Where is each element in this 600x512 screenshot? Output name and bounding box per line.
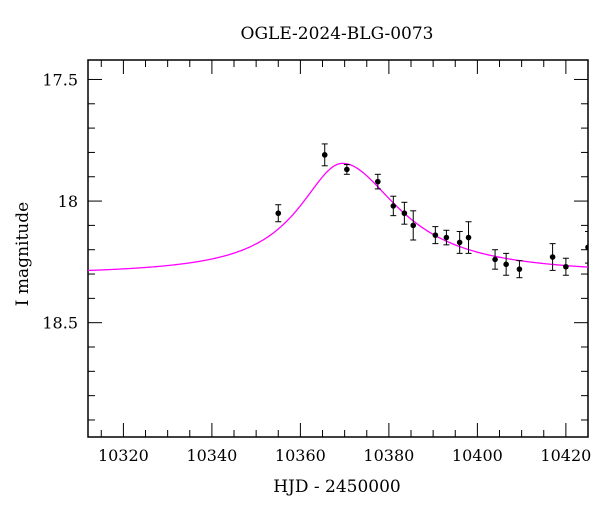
- point-marker: [443, 234, 450, 241]
- point-marker: [563, 263, 569, 270]
- y-tick-label: 17.5: [42, 70, 78, 89]
- y-tick-label: 18: [58, 192, 78, 211]
- point-marker: [585, 244, 588, 251]
- x-tick-label: 10400: [452, 446, 503, 465]
- data-point: [390, 195, 397, 217]
- point-marker: [321, 152, 328, 158]
- point-marker: [344, 166, 350, 173]
- point-marker: [465, 234, 472, 241]
- data-point: [432, 226, 439, 245]
- ticks-layer: 10320 10340 10360 10380 10400 10420 17.5 18 18.5: [42, 60, 591, 465]
- x-tick-label: 10380: [363, 446, 414, 465]
- point-marker: [549, 254, 556, 260]
- data-point: [321, 143, 328, 167]
- x-axis-label: HJD - 2450000: [273, 477, 401, 497]
- x-tick-label: 10320: [98, 446, 149, 465]
- point-marker: [401, 210, 408, 217]
- point-marker: [275, 210, 282, 217]
- model-curve-layer: [88, 162, 588, 272]
- data-point: [374, 173, 381, 190]
- point-marker: [456, 239, 463, 246]
- data-point: [410, 210, 417, 241]
- point-marker: [516, 266, 523, 272]
- data-point: [492, 249, 499, 270]
- model-curve: [88, 162, 588, 272]
- x-tick-label: 10360: [275, 446, 326, 465]
- point-marker: [410, 222, 417, 229]
- y-axis-label: I magnitude: [13, 202, 33, 306]
- plot-frame: [87, 59, 589, 438]
- x-tick-label: 10420: [540, 446, 591, 465]
- data-point: [585, 230, 588, 264]
- data-point: [562, 257, 569, 276]
- chart-title: OGLE-2024-BLG-0073: [241, 24, 434, 44]
- data-point: [516, 260, 523, 279]
- data-points-layer: [275, 143, 588, 279]
- data-point: [401, 201, 408, 225]
- data-point: [443, 229, 450, 246]
- data-point: [465, 221, 472, 254]
- point-marker: [503, 261, 509, 268]
- point-marker: [375, 178, 381, 185]
- point-marker: [432, 232, 439, 238]
- data-point: [456, 230, 463, 254]
- data-point: [549, 243, 556, 271]
- data-point: [275, 204, 282, 223]
- data-point: [343, 164, 350, 175]
- y-tick-label: 18.5: [42, 314, 78, 333]
- point-marker: [492, 256, 498, 263]
- point-marker: [390, 203, 397, 209]
- x-tick-label: 10340: [186, 446, 237, 465]
- data-point: [503, 252, 510, 276]
